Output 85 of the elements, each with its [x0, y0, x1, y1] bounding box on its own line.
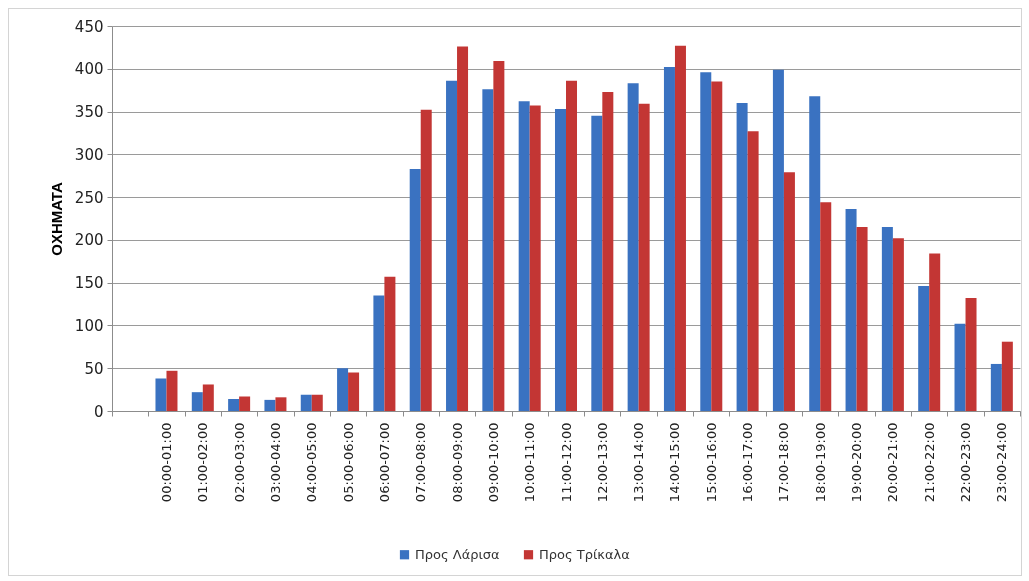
bar [384, 276, 396, 411]
bar [529, 105, 541, 411]
bar [1001, 341, 1013, 411]
x-tick-label: 20:00-21:00 [885, 422, 901, 503]
x-tick-label: 22:00-23:00 [958, 422, 974, 503]
y-tick-label: 0 [93, 402, 104, 421]
bar [954, 323, 966, 411]
x-tick-label: 05:00-06:00 [340, 422, 356, 503]
x-tick-label: 06:00-07:00 [376, 422, 392, 503]
bar [275, 397, 287, 411]
x-tick-label: 18:00-19:00 [812, 422, 828, 503]
x-tick-label: 09:00-10:00 [485, 422, 501, 503]
bar [518, 101, 530, 411]
bar [602, 91, 614, 411]
bar [311, 394, 323, 411]
x-tick-label: 23:00-24:00 [994, 422, 1010, 503]
y-tick-label: 50 [84, 359, 104, 378]
bar [554, 108, 566, 411]
bar [446, 80, 458, 411]
x-tick-label: 19:00-20:00 [849, 422, 865, 503]
bar [929, 253, 941, 411]
x-tick-label: 14:00-15:00 [667, 422, 683, 503]
bar [627, 83, 639, 411]
y-tick-label: 100 [74, 316, 104, 335]
bar [663, 67, 675, 411]
bar [373, 295, 385, 411]
bar [239, 396, 251, 411]
legend-label: Προς Λάρισα [415, 546, 500, 562]
bar [711, 81, 723, 411]
y-axis-title: ΟΧΗΜΑΤΑ [47, 182, 65, 256]
bar [155, 378, 167, 411]
bar [566, 80, 578, 411]
x-tick-label: 15:00-16:00 [703, 422, 719, 503]
x-tick-label: 08:00-09:00 [449, 422, 465, 503]
bar [493, 61, 505, 411]
y-tick-label: 400 [74, 60, 104, 79]
bar [264, 399, 276, 411]
bar [990, 363, 1002, 411]
bar [820, 202, 832, 411]
bar [337, 368, 349, 411]
bar [348, 372, 360, 411]
x-tick-label: 10:00-11:00 [522, 422, 538, 503]
bar [918, 286, 930, 411]
bar [591, 115, 603, 411]
x-tick-label: 01:00-02:00 [195, 422, 211, 503]
bar [809, 96, 821, 411]
x-tick-label: 02:00-03:00 [231, 422, 247, 503]
bar [300, 394, 312, 411]
y-tick-label: 350 [74, 103, 104, 122]
bar [881, 227, 893, 411]
bar [700, 72, 712, 411]
y-tick-label: 150 [74, 274, 104, 293]
bar [457, 46, 469, 411]
x-tick-label: 11:00-12:00 [558, 422, 574, 503]
x-tick-label: 04:00-05:00 [304, 422, 320, 503]
bar [856, 227, 868, 411]
bar [674, 45, 686, 411]
bar [892, 238, 904, 411]
y-tick-label: 200 [74, 231, 104, 250]
legend-label: Προς Τρίκαλα [539, 546, 630, 562]
y-tick-label: 300 [74, 145, 104, 164]
x-tick-label: 03:00-04:00 [267, 422, 283, 503]
bar [772, 69, 784, 411]
bar [482, 89, 494, 411]
bar [783, 172, 795, 411]
bar [420, 109, 432, 411]
bar [228, 399, 240, 411]
x-tick-label: 16:00-17:00 [740, 422, 756, 503]
x-tick-label: 07:00-08:00 [413, 422, 429, 503]
bar [202, 384, 214, 411]
x-tick-label: 17:00-18:00 [776, 422, 792, 503]
y-tick-label: 250 [74, 188, 104, 207]
bar [638, 103, 650, 411]
bar [965, 298, 977, 411]
x-tick-label: 13:00-14:00 [631, 422, 647, 503]
y-tick-label: 450 [74, 17, 104, 36]
bar [409, 168, 421, 411]
bar [191, 392, 203, 411]
x-tick-label: 12:00-13:00 [594, 422, 610, 503]
x-tick-label: 00:00-01:00 [158, 422, 174, 503]
bar [166, 370, 178, 411]
bar [747, 131, 759, 411]
bar [736, 103, 748, 411]
x-tick-label: 21:00-22:00 [921, 422, 937, 503]
bar [845, 209, 857, 411]
